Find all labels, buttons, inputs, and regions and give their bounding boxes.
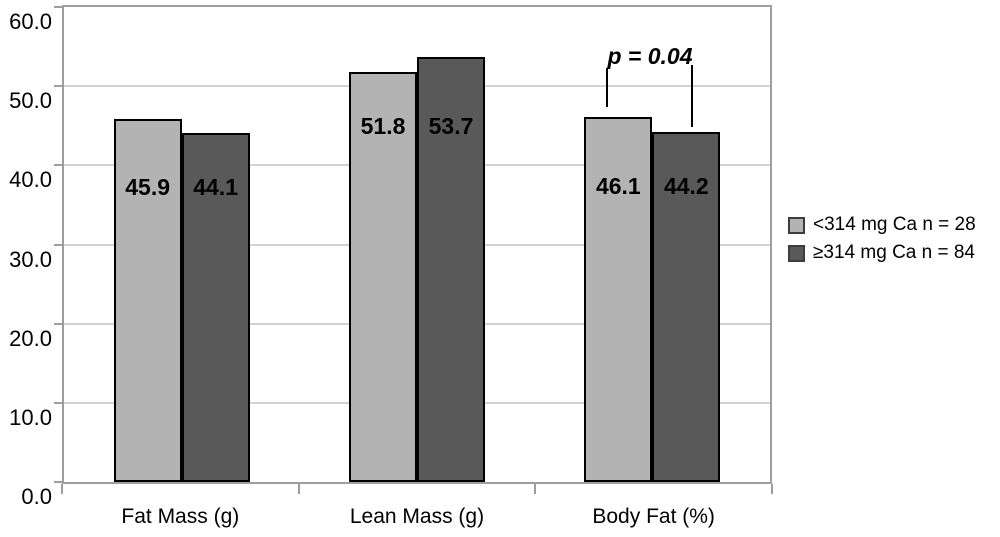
x-axis-tick <box>297 484 300 494</box>
annotation-leader-line-left <box>606 68 608 107</box>
x-axis-tick <box>534 484 537 494</box>
legend-item-high-calcium: ≥314 mg Ca n = 84 <box>788 240 976 266</box>
y-axis-tick <box>54 164 62 167</box>
x-axis-category-label: Lean Mass (g) <box>349 505 485 528</box>
legend-swatch-light-gray-icon <box>788 216 805 234</box>
y-axis-tick-label: 30.0 <box>9 246 52 272</box>
x-axis-tick <box>771 484 773 494</box>
p-value-annotation: p = 0.04 <box>607 43 693 69</box>
plot-area: 45.9 44.1 51.8 53.7 46.1 44.2 <box>62 5 772 484</box>
bar-value-label: 51.8 <box>360 112 406 139</box>
legend-label-high-calcium: ≥314 mg Ca n = 84 <box>813 242 976 263</box>
y-axis-tick-label: 60.0 <box>9 9 52 34</box>
y-axis-tick <box>54 6 62 8</box>
bar-value-label: 44.2 <box>663 173 709 200</box>
bar-series-2-lean-mass-g <box>417 56 485 482</box>
bar-series-2-body-fat <box>652 132 721 482</box>
bar-value-label: 45.9 <box>125 173 171 200</box>
bar-series-2-fat-mass-g <box>181 132 250 482</box>
x-axis-category-label: Fat Mass (g) <box>121 505 240 528</box>
x-axis-category-label: Body Fat (%) <box>592 505 715 528</box>
x-axis-tick <box>61 484 63 494</box>
annotation-leader-line-right <box>691 65 693 127</box>
bar-series-1-fat-mass-g <box>113 118 182 482</box>
y-axis-tick <box>54 85 62 88</box>
y-axis-tick <box>54 481 62 483</box>
bar-value-label: 44.1 <box>193 173 239 200</box>
legend-swatch-dark-gray-icon <box>788 244 805 262</box>
legend: <314 mg Ca n = 28 ≥314 mg Ca n = 84 <box>788 212 976 268</box>
y-axis-tick <box>54 243 62 246</box>
y-axis-tick-label: 0.0 <box>21 484 52 509</box>
legend-label-low-calcium: <314 mg Ca n = 28 <box>813 214 976 235</box>
y-axis-tick-label: 10.0 <box>9 404 52 430</box>
legend-item-low-calcium: <314 mg Ca n = 28 <box>788 212 976 238</box>
bar-value-label: 53.7 <box>428 112 474 139</box>
y-axis-tick <box>54 322 62 325</box>
y-axis-tick-label: 20.0 <box>9 325 52 351</box>
y-axis-tick <box>54 401 62 404</box>
bar-series-1-lean-mass-g <box>349 71 417 482</box>
y-axis-tick-label: 50.0 <box>9 88 52 114</box>
bar-value-label: 46.1 <box>595 173 641 200</box>
bar-series-1-body-fat <box>584 117 653 482</box>
y-axis-tick-label: 40.0 <box>9 167 52 193</box>
